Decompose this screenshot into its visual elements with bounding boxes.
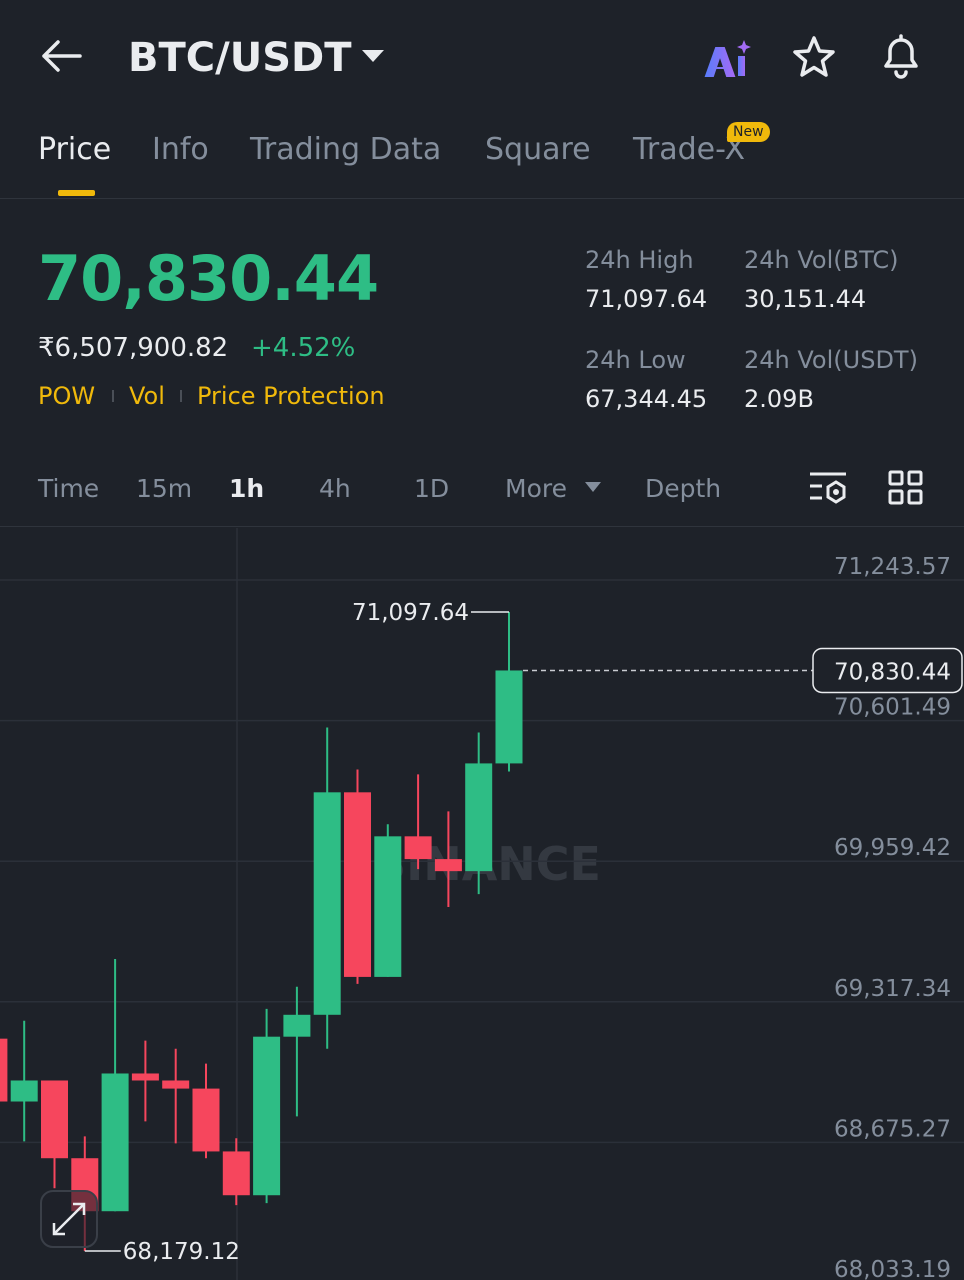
candle-body xyxy=(253,1036,281,1196)
max-marker-label: 71,097.64 xyxy=(352,600,469,626)
candle-body xyxy=(344,792,371,977)
fiat-price: ₹6,507,900.82 xyxy=(38,333,229,363)
tag[interactable]: POW xyxy=(38,382,96,410)
candle-body xyxy=(192,1088,220,1152)
tab[interactable]: Price xyxy=(38,132,112,167)
interval-option[interactable]: 4h xyxy=(319,474,351,503)
candle-body xyxy=(434,859,462,872)
tag[interactable]: Vol xyxy=(129,382,165,410)
candle-body xyxy=(313,792,341,1015)
candle-body xyxy=(131,1073,159,1081)
favorite-button[interactable] xyxy=(790,34,838,80)
stat-value: 30,151.44 xyxy=(744,285,867,313)
indicator-button[interactable] xyxy=(808,470,848,506)
candle-body xyxy=(374,836,402,977)
y-tick-label: 70,601.49 xyxy=(834,695,951,721)
y-tick-label: 68,675.27 xyxy=(834,1116,951,1142)
stat-value: 71,097.64 xyxy=(585,285,708,313)
candle-body xyxy=(10,1080,38,1102)
divider xyxy=(0,198,964,199)
stat-value: 67,344.45 xyxy=(585,385,708,413)
tab[interactable]: Square xyxy=(485,132,591,167)
candlestick-chart[interactable]: BINANCE 71,243.5770,601.4969,959.4269,31… xyxy=(0,528,964,1280)
ai-button[interactable] xyxy=(702,38,754,80)
tag[interactable]: Price Protection xyxy=(197,382,385,410)
y-tick-label: 69,959.42 xyxy=(834,835,951,861)
tab[interactable]: Trading Data xyxy=(250,132,442,167)
candle-body xyxy=(465,763,493,872)
stat-label: 24h Vol(USDT) xyxy=(744,346,918,374)
candle-body xyxy=(222,1151,250,1196)
alert-button[interactable] xyxy=(878,32,924,80)
pair-dropdown[interactable] xyxy=(360,48,386,64)
candle-body xyxy=(0,1038,8,1102)
interval-option[interactable]: More xyxy=(505,474,567,503)
last-price-label: 70,830.44 xyxy=(834,659,951,685)
layout-button[interactable] xyxy=(888,470,924,506)
y-tick-label: 68,033.19 xyxy=(834,1257,951,1280)
min-marker-label: 68,179.12 xyxy=(123,1239,240,1265)
y-tick-label: 71,243.57 xyxy=(834,554,951,580)
candle-body xyxy=(283,1014,311,1037)
interval-option[interactable]: Depth xyxy=(645,474,722,503)
candle-body xyxy=(162,1080,190,1089)
y-tick-label: 69,317.34 xyxy=(834,976,951,1002)
interval-option[interactable]: 15m xyxy=(136,474,193,503)
last-price-box xyxy=(812,647,963,694)
tab[interactable]: Info xyxy=(152,132,209,167)
stat-value: 2.09B xyxy=(744,385,814,413)
active-tab-indicator xyxy=(58,190,95,196)
tag-separator xyxy=(180,390,182,402)
stat-label: 24h Low xyxy=(585,346,686,374)
tag-separator xyxy=(112,390,114,402)
more-caret[interactable] xyxy=(584,481,602,493)
pair-title[interactable]: BTC/USDT xyxy=(128,35,352,81)
candle-body xyxy=(101,1073,129,1212)
candle-body xyxy=(41,1080,68,1159)
divider xyxy=(0,526,964,527)
interval-option[interactable]: Time xyxy=(38,474,100,503)
candle-body xyxy=(404,836,432,860)
interval-option[interactable]: 1D xyxy=(414,474,450,503)
expand-button[interactable] xyxy=(40,1190,98,1248)
candle-body xyxy=(495,670,523,764)
back-button[interactable] xyxy=(38,36,84,76)
price-change: +4.52% xyxy=(251,333,356,363)
stat-label: 24h High xyxy=(585,246,694,274)
interval-option[interactable]: 1h xyxy=(229,474,265,503)
stat-label: 24h Vol(BTC) xyxy=(744,246,899,274)
new-badge: New xyxy=(727,122,770,142)
last-price: 70,830.44 xyxy=(38,242,379,315)
tab[interactable]: Trade-X xyxy=(633,132,746,167)
